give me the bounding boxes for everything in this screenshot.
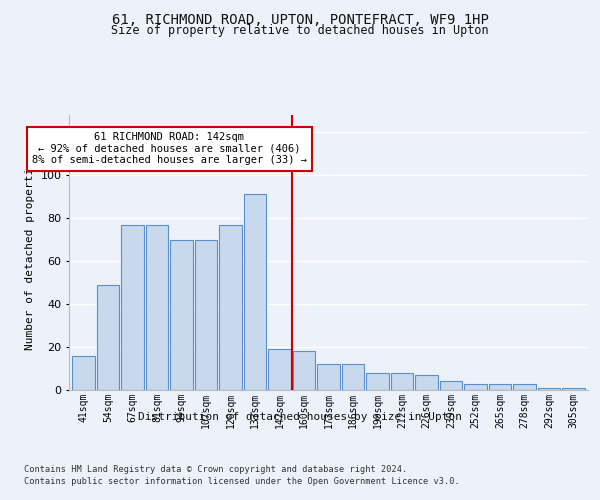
Text: Size of property relative to detached houses in Upton: Size of property relative to detached ho… xyxy=(111,24,489,37)
Bar xyxy=(293,352,315,390)
Bar xyxy=(366,373,389,390)
Bar xyxy=(73,356,95,390)
Bar xyxy=(415,375,437,390)
Bar xyxy=(170,240,193,390)
Bar xyxy=(488,384,511,390)
Bar xyxy=(121,224,144,390)
Bar xyxy=(195,240,217,390)
Bar xyxy=(244,194,266,390)
Bar xyxy=(391,373,413,390)
Bar xyxy=(440,382,462,390)
Bar xyxy=(97,284,119,390)
Bar xyxy=(146,224,169,390)
Text: Contains public sector information licensed under the Open Government Licence v3: Contains public sector information licen… xyxy=(24,478,460,486)
Bar xyxy=(562,388,584,390)
Bar xyxy=(464,384,487,390)
Text: Distribution of detached houses by size in Upton: Distribution of detached houses by size … xyxy=(138,412,462,422)
Bar xyxy=(342,364,364,390)
Bar xyxy=(268,349,291,390)
Y-axis label: Number of detached properties: Number of detached properties xyxy=(25,154,35,350)
Bar xyxy=(513,384,536,390)
Text: 61, RICHMOND ROAD, UPTON, PONTEFRACT, WF9 1HP: 61, RICHMOND ROAD, UPTON, PONTEFRACT, WF… xyxy=(112,12,488,26)
Bar xyxy=(317,364,340,390)
Bar xyxy=(538,388,560,390)
Text: 61 RICHMOND ROAD: 142sqm
← 92% of detached houses are smaller (406)
8% of semi-d: 61 RICHMOND ROAD: 142sqm ← 92% of detach… xyxy=(32,132,307,166)
Bar xyxy=(220,224,242,390)
Text: Contains HM Land Registry data © Crown copyright and database right 2024.: Contains HM Land Registry data © Crown c… xyxy=(24,465,407,474)
